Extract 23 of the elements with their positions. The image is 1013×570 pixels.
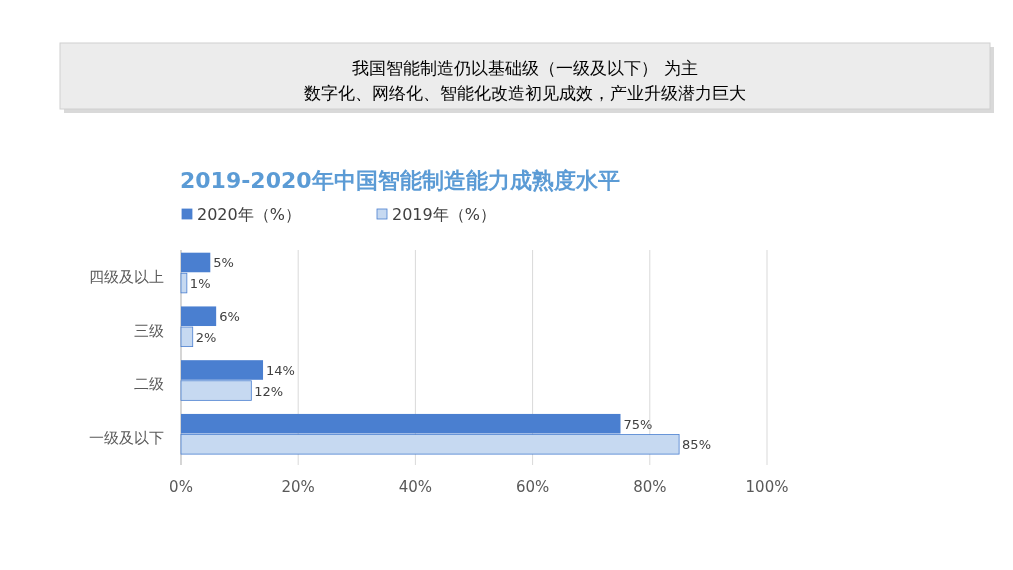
data-label: 5% [213,255,234,271]
chart-title: 2019-2020年中国智能制造能力成熟度水平 [180,167,620,193]
x-tick-label: 0% [169,478,193,496]
data-label: 2% [195,329,217,345]
text: 数字化、网络化、智能化改造初见成效，产业升级潜力巨大 [304,83,746,103]
data-label: 1% [189,276,211,292]
legend-label: 2019年（%） [392,204,496,224]
y-tick-label: 四级及以上 [89,267,164,286]
text: 我国智能制造仍以基础级（一级及以下） 为主 [352,58,698,78]
x-tick-label: 40% [398,478,433,496]
legend-label: 2020年（%） [197,204,301,224]
data-label: 12% [254,383,284,399]
data-label: 75% [623,416,653,432]
x-tick-label: 100% [745,478,789,496]
x-tick-label: 80% [633,478,667,496]
y-tick-label: 三级 [134,321,164,340]
y-tick-label: 一级及以下 [89,429,164,448]
y-tick-label: 二级 [134,375,164,394]
data-label: 14% [266,362,295,378]
data-label: 6% [219,309,240,325]
x-tick-label: 20% [281,478,315,496]
x-tick-label: 60% [515,478,550,496]
data-label: 85% [682,437,712,453]
